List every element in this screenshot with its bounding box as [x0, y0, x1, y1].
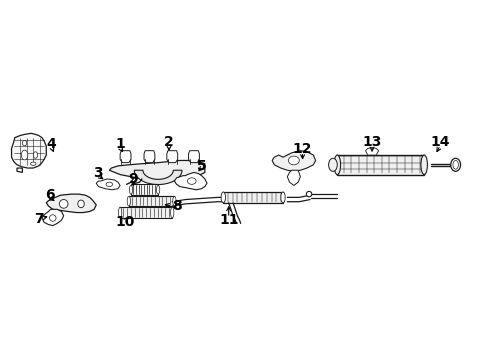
Text: 12: 12 — [293, 141, 312, 156]
Ellipse shape — [156, 185, 160, 194]
Ellipse shape — [221, 192, 225, 203]
Text: 8: 8 — [172, 199, 181, 213]
Ellipse shape — [106, 182, 113, 186]
Ellipse shape — [78, 200, 84, 208]
Polygon shape — [366, 148, 379, 155]
Polygon shape — [17, 168, 23, 172]
Ellipse shape — [129, 185, 133, 194]
Ellipse shape — [451, 158, 461, 171]
Ellipse shape — [453, 161, 458, 169]
Text: 7: 7 — [34, 212, 44, 226]
Text: 14: 14 — [431, 135, 450, 149]
Text: 1: 1 — [115, 137, 125, 151]
Polygon shape — [120, 207, 172, 218]
Text: 13: 13 — [362, 135, 382, 149]
Polygon shape — [337, 155, 424, 175]
Ellipse shape — [306, 192, 312, 197]
Polygon shape — [144, 151, 155, 163]
Polygon shape — [189, 151, 199, 163]
Polygon shape — [120, 151, 131, 163]
Ellipse shape — [188, 178, 196, 184]
Ellipse shape — [173, 196, 176, 206]
Text: 9: 9 — [128, 172, 138, 186]
Text: 5: 5 — [196, 159, 206, 173]
Ellipse shape — [22, 150, 28, 160]
Polygon shape — [131, 184, 158, 195]
Polygon shape — [129, 196, 174, 206]
Ellipse shape — [289, 156, 299, 165]
Polygon shape — [287, 170, 300, 185]
Ellipse shape — [59, 199, 68, 208]
Polygon shape — [42, 209, 64, 226]
Polygon shape — [12, 133, 46, 168]
Ellipse shape — [127, 196, 130, 206]
Ellipse shape — [49, 215, 56, 221]
Polygon shape — [96, 179, 120, 190]
Polygon shape — [174, 172, 207, 190]
Ellipse shape — [421, 155, 427, 175]
Polygon shape — [134, 170, 182, 185]
Text: 11: 11 — [219, 213, 239, 227]
Ellipse shape — [23, 140, 27, 146]
Polygon shape — [46, 194, 96, 212]
Text: 4: 4 — [47, 137, 57, 151]
Text: 3: 3 — [94, 166, 103, 180]
Ellipse shape — [33, 152, 38, 158]
Text: 6: 6 — [45, 188, 54, 202]
Polygon shape — [272, 151, 316, 171]
Text: 2: 2 — [164, 135, 174, 149]
Text: 10: 10 — [116, 215, 135, 229]
Ellipse shape — [334, 155, 341, 175]
Polygon shape — [223, 192, 283, 203]
Ellipse shape — [329, 158, 337, 171]
Ellipse shape — [281, 192, 285, 203]
Ellipse shape — [119, 207, 122, 218]
Ellipse shape — [30, 162, 36, 165]
Ellipse shape — [171, 207, 174, 218]
Polygon shape — [167, 151, 178, 163]
Polygon shape — [109, 161, 205, 180]
